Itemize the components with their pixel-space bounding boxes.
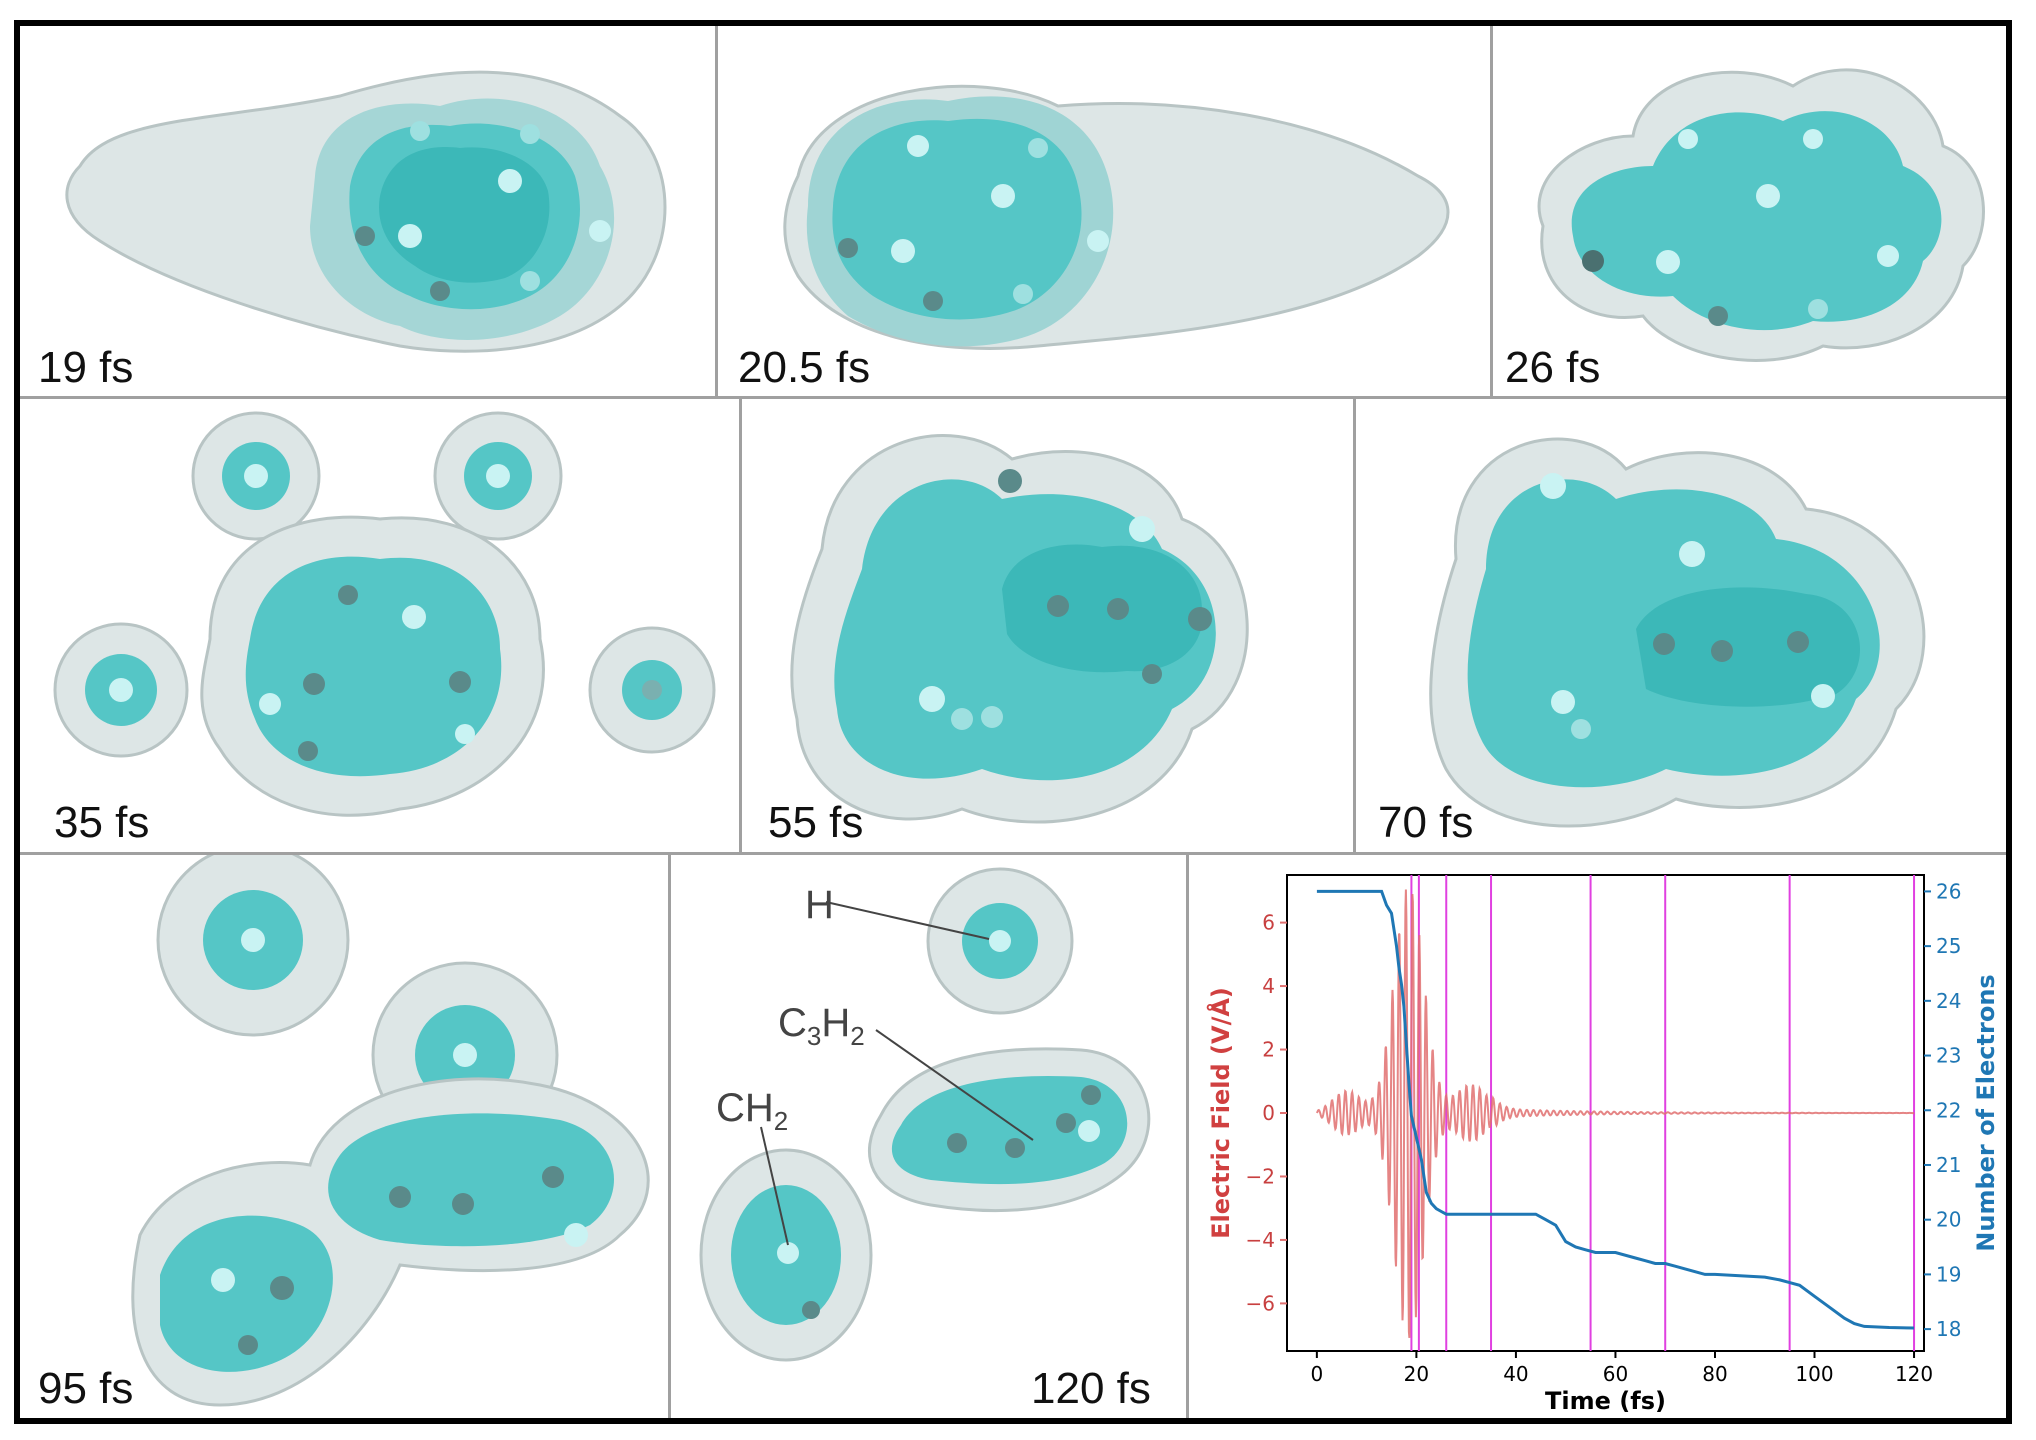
y-right-tick-label: 26	[1936, 879, 1961, 903]
panel-chart: 0 20 40 60 80 100 120 6 4 2 0 −2 −4 −6 26 25 24 23 22 21 20 1…	[1189, 855, 2006, 1418]
row-divider-1	[20, 396, 2006, 399]
panel-26fs: 26 fs	[1493, 26, 2006, 396]
y-left-axis-label: Electric Field (V/Å)	[1206, 987, 1235, 1239]
annotation-c3h2-h: H	[821, 1001, 851, 1045]
panel-70fs: 70 fs	[1356, 399, 2006, 852]
y-right-tick-label: 19	[1936, 1262, 1961, 1286]
x-tick-label: 100	[1795, 1362, 1833, 1386]
x-axis-label: Time (fs)	[1545, 1387, 1666, 1415]
annotation-c3h2-sub2: 2	[850, 1021, 865, 1051]
y-right-tick-label: 24	[1936, 989, 1961, 1013]
panel-95fs: 95 fs	[20, 855, 668, 1418]
annotation-c3h2-sub1: 3	[806, 1021, 822, 1051]
panel-time-label: 95 fs	[38, 1364, 134, 1413]
annotation-ch2-main: CH	[716, 1086, 774, 1130]
density-isosurface-95fs	[131, 855, 650, 1407]
x-tick-label: 120	[1895, 1362, 1933, 1386]
row-divider-2	[20, 852, 2006, 855]
annotation-c3h2-c: C	[778, 1001, 807, 1045]
col-divider-r1-b	[1490, 26, 1493, 396]
density-isosurface-55fs	[790, 434, 1249, 824]
y-right-axis-label: Number of Electrons	[1972, 974, 2000, 1251]
panel-19fs: 19 fs	[20, 26, 715, 396]
y-right-tick-label: 22	[1936, 1098, 1961, 1122]
col-divider-r1-a	[715, 26, 718, 396]
panel-35fs: 35 fs	[20, 399, 739, 852]
panel-120fs: H C3H2 CH2 120 fs	[671, 855, 1186, 1418]
y-left-tick-label: 2	[1262, 1038, 1275, 1062]
y-left-tick-label: −4	[1246, 1228, 1275, 1252]
y-left-tick-label: −6	[1246, 1291, 1275, 1315]
panel-55fs: 55 fs	[742, 399, 1353, 852]
annotation-h: H	[805, 883, 834, 927]
annotation-ch2: CH2	[716, 1088, 788, 1134]
x-tick-label: 0	[1310, 1362, 1323, 1386]
panel-20-5fs: 20.5 fs	[718, 26, 1490, 396]
density-isosurface-35fs	[53, 411, 716, 817]
col-divider-r2-a	[739, 399, 742, 852]
panel-time-label: 26 fs	[1505, 343, 1601, 392]
panel-time-label: 120 fs	[1031, 1364, 1151, 1413]
y-right-tick-label: 25	[1936, 934, 1961, 958]
density-isosurface-120fs	[699, 867, 1151, 1362]
y-right-tick-label: 23	[1936, 1044, 1961, 1068]
x-tick-label: 60	[1603, 1362, 1628, 1386]
col-divider-r3-a	[668, 855, 671, 1418]
x-tick-label: 20	[1404, 1362, 1429, 1386]
y-right-tick-label: 18	[1936, 1317, 1961, 1341]
x-tick-label: 40	[1503, 1362, 1528, 1386]
y-right-tick-label: 20	[1936, 1208, 1961, 1232]
y-left-tick-label: 6	[1262, 911, 1275, 935]
y-left-tick-label: 0	[1262, 1101, 1275, 1125]
y-right-tick-label: 21	[1936, 1153, 1961, 1177]
panel-time-label: 19 fs	[38, 343, 134, 392]
density-isosurface-20-5fs	[783, 84, 1450, 350]
y-left-tick-label: 4	[1262, 974, 1275, 998]
annotation-c3h2: C3H2	[778, 1003, 865, 1049]
panel-time-label: 70 fs	[1378, 798, 1474, 847]
col-divider-r3-b	[1186, 855, 1189, 1418]
x-tick-label: 80	[1702, 1362, 1727, 1386]
density-isosurface-19fs	[65, 70, 667, 353]
density-isosurface-70fs	[1429, 437, 1926, 828]
electron-count-series	[1316, 889, 1915, 1330]
field-electrons-chart: 0 20 40 60 80 100 1206420−2−4−6262524232221201…	[1206, 874, 2000, 1415]
panel-time-label: 35 fs	[54, 798, 150, 847]
panel-time-label: 20.5 fs	[738, 343, 871, 392]
annotation-ch2-sub: 2	[773, 1106, 789, 1136]
panel-time-label: 55 fs	[768, 798, 864, 847]
density-isosurface-26fs	[1537, 68, 1985, 362]
col-divider-r2-b	[1353, 399, 1356, 852]
figure-frame: 19 fs 20.5 fs 26 fs	[14, 20, 2012, 1424]
y-left-tick-label: −2	[1246, 1164, 1275, 1188]
electric-field-series	[1315, 889, 1915, 1338]
